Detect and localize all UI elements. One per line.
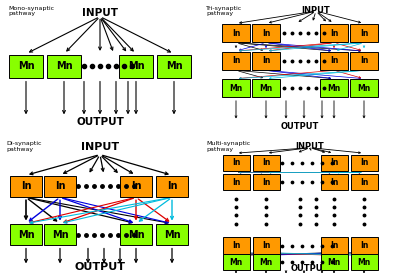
FancyBboxPatch shape: [156, 224, 188, 245]
Text: In: In: [330, 158, 338, 167]
FancyBboxPatch shape: [157, 55, 191, 78]
Text: Mn: Mn: [56, 61, 72, 71]
Text: In: In: [360, 241, 368, 250]
Text: INPUT: INPUT: [81, 142, 119, 152]
Text: Mono-synaptic
pathway: Mono-synaptic pathway: [8, 6, 54, 16]
Text: In: In: [232, 241, 240, 250]
FancyBboxPatch shape: [252, 52, 280, 70]
Text: In: In: [330, 29, 338, 38]
FancyBboxPatch shape: [44, 176, 76, 197]
FancyBboxPatch shape: [222, 155, 250, 171]
Text: In: In: [232, 178, 240, 187]
FancyBboxPatch shape: [47, 55, 81, 78]
Text: Tri-synaptic
pathway: Tri-synaptic pathway: [206, 6, 242, 16]
FancyBboxPatch shape: [10, 224, 42, 245]
FancyBboxPatch shape: [320, 254, 348, 270]
FancyBboxPatch shape: [156, 176, 188, 197]
FancyBboxPatch shape: [252, 174, 280, 190]
Text: In: In: [262, 178, 270, 187]
Text: Mn: Mn: [128, 230, 144, 240]
FancyBboxPatch shape: [320, 237, 348, 254]
Text: In: In: [232, 29, 240, 38]
Text: OUTPUT: OUTPUT: [281, 122, 319, 131]
FancyBboxPatch shape: [222, 237, 250, 254]
Text: In: In: [360, 158, 368, 167]
Text: Mn: Mn: [357, 258, 371, 267]
Text: In: In: [330, 178, 338, 187]
FancyBboxPatch shape: [320, 24, 348, 42]
Text: OUTPUT: OUTPUT: [74, 262, 126, 272]
Text: In: In: [232, 158, 240, 167]
Text: INPUT: INPUT: [82, 8, 118, 18]
Text: Mn: Mn: [164, 230, 180, 240]
Text: In: In: [167, 181, 177, 191]
FancyBboxPatch shape: [9, 55, 43, 78]
Text: Mn: Mn: [18, 61, 34, 71]
FancyBboxPatch shape: [120, 224, 152, 245]
FancyBboxPatch shape: [252, 79, 280, 97]
Text: Multi-synaptic
pathway: Multi-synaptic pathway: [206, 141, 250, 152]
Text: In: In: [262, 158, 270, 167]
Text: In: In: [262, 29, 270, 38]
Text: Mn: Mn: [52, 230, 68, 240]
FancyBboxPatch shape: [10, 176, 42, 197]
Text: Mn: Mn: [166, 61, 182, 71]
Text: Mn: Mn: [128, 61, 144, 71]
FancyBboxPatch shape: [350, 254, 378, 270]
Text: In: In: [330, 241, 338, 250]
Text: In: In: [360, 178, 368, 187]
FancyBboxPatch shape: [252, 237, 280, 254]
Text: INPUT: INPUT: [302, 6, 330, 15]
Text: In: In: [360, 29, 368, 38]
FancyBboxPatch shape: [222, 79, 250, 97]
Text: In: In: [131, 181, 141, 191]
Text: In: In: [360, 56, 368, 65]
FancyBboxPatch shape: [350, 237, 378, 254]
FancyBboxPatch shape: [320, 52, 348, 70]
Text: Mn: Mn: [259, 84, 273, 93]
Text: Mn: Mn: [229, 84, 243, 93]
Text: INPUT: INPUT: [296, 142, 324, 151]
Text: In: In: [262, 241, 270, 250]
FancyBboxPatch shape: [222, 254, 250, 270]
FancyBboxPatch shape: [44, 224, 76, 245]
Text: Di-synaptic
pathway: Di-synaptic pathway: [6, 141, 42, 152]
FancyBboxPatch shape: [119, 55, 153, 78]
Text: In: In: [232, 56, 240, 65]
FancyBboxPatch shape: [222, 24, 250, 42]
FancyBboxPatch shape: [350, 174, 378, 190]
FancyBboxPatch shape: [252, 24, 280, 42]
Text: Mn: Mn: [259, 258, 273, 267]
Text: In: In: [21, 181, 31, 191]
FancyBboxPatch shape: [252, 254, 280, 270]
FancyBboxPatch shape: [350, 155, 378, 171]
Text: Mn: Mn: [229, 258, 243, 267]
FancyBboxPatch shape: [350, 52, 378, 70]
FancyBboxPatch shape: [350, 79, 378, 97]
FancyBboxPatch shape: [320, 174, 348, 190]
Text: OUTPUT: OUTPUT: [76, 117, 124, 127]
FancyBboxPatch shape: [222, 174, 250, 190]
Text: In: In: [330, 56, 338, 65]
Text: In: In: [262, 56, 270, 65]
Text: OUTPUT: OUTPUT: [291, 264, 329, 273]
FancyBboxPatch shape: [350, 24, 378, 42]
FancyBboxPatch shape: [252, 155, 280, 171]
Text: In: In: [55, 181, 65, 191]
FancyBboxPatch shape: [222, 52, 250, 70]
Text: Mn: Mn: [327, 84, 341, 93]
FancyBboxPatch shape: [320, 79, 348, 97]
FancyBboxPatch shape: [120, 176, 152, 197]
FancyBboxPatch shape: [320, 155, 348, 171]
Text: Mn: Mn: [327, 258, 341, 267]
Text: Mn: Mn: [18, 230, 34, 240]
Text: Mn: Mn: [357, 84, 371, 93]
